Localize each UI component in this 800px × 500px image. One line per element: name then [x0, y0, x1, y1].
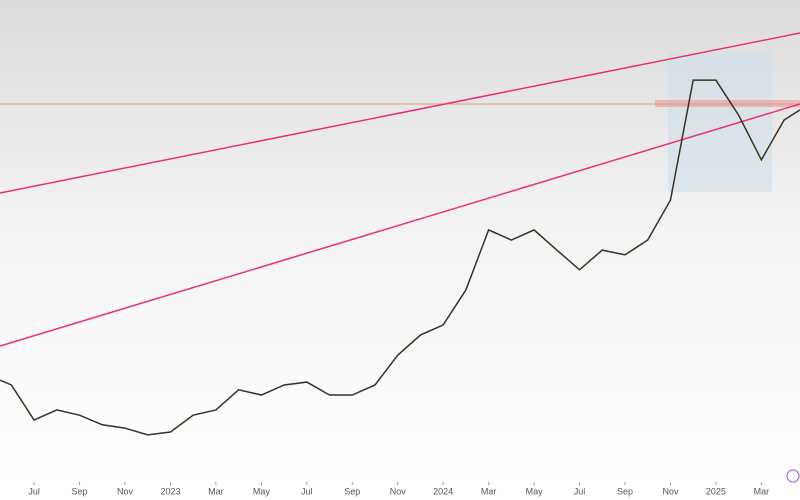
x-tick-label: 2025 — [706, 486, 726, 496]
time-axis — [0, 482, 800, 500]
x-tick-label: 2023 — [160, 486, 180, 496]
trend-line — [0, 32, 800, 194]
x-tick-label: May — [253, 486, 271, 496]
icon[interactable] — [786, 469, 800, 483]
trend-line — [0, 103, 800, 347]
x-tick-label: Nov — [662, 486, 679, 496]
x-tick-label: 2024 — [433, 486, 453, 496]
x-tick-label: Sep — [617, 486, 633, 496]
x-tick-label: Mar — [208, 486, 224, 496]
x-tick-label: Sep — [72, 486, 88, 496]
x-tick-label: Sep — [344, 486, 360, 496]
zone — [655, 100, 800, 107]
x-tick-label: Nov — [117, 486, 134, 496]
plot-background — [0, 0, 800, 482]
x-tick-label: Nov — [390, 486, 407, 496]
price-line — [0, 79, 800, 436]
x-tick-label: Jul — [28, 486, 40, 496]
range-box — [668, 52, 772, 192]
x-tick-label: Jul — [301, 486, 313, 496]
x-tick-label: May — [526, 486, 544, 496]
x-tick-label: Mar — [481, 486, 497, 496]
x-tick-label: Mar — [754, 486, 770, 496]
x-tick-label: Jul — [574, 486, 586, 496]
